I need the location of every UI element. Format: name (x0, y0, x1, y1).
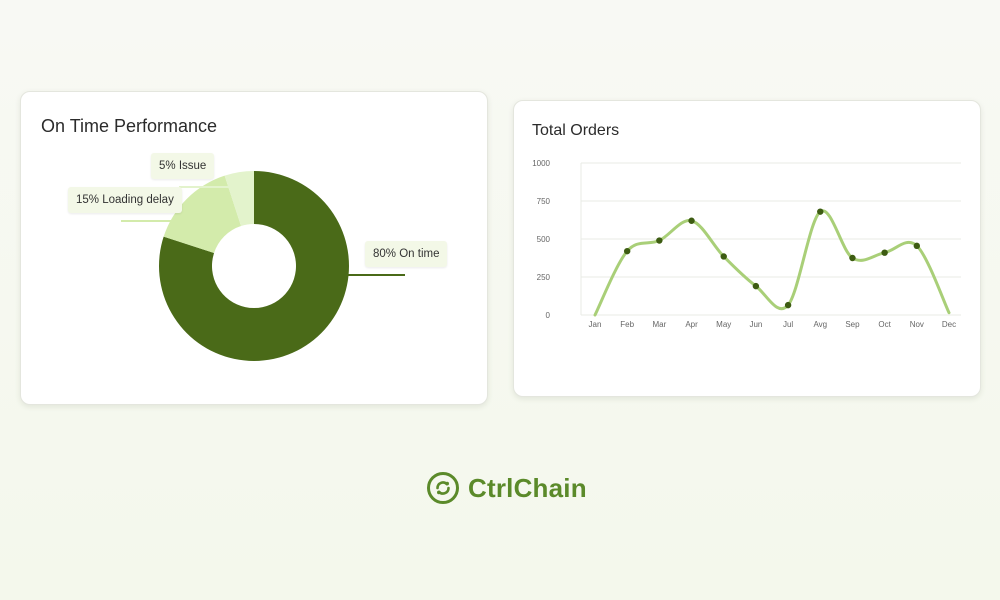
orders-data-point (688, 217, 695, 224)
orders-series-line (593, 209, 951, 317)
on-time-slice (159, 171, 349, 361)
x-tick-label: Oct (878, 320, 891, 329)
x-tick-label: Sep (845, 320, 860, 329)
on-time-donut-chart (121, 171, 405, 361)
total-orders-title: Total Orders (532, 122, 620, 139)
on-time-performance-card: On Time Performance 5% Issue 15% Loading… (20, 91, 488, 405)
on-time-callout: 80% On time (365, 241, 448, 267)
x-tick-label: Feb (620, 320, 634, 329)
orders-data-point (849, 254, 856, 262)
orders-data-point (913, 242, 921, 250)
loading-delay-slice (163, 175, 242, 254)
y-tick-label: 0 (546, 311, 551, 320)
orders-data-point (623, 247, 631, 255)
y-tick-label: 250 (537, 273, 551, 282)
chain-logo-icon (427, 472, 459, 504)
orders-data-point (656, 237, 663, 244)
x-tick-label: Jun (749, 320, 762, 329)
brand-name: CtrlChain (468, 472, 587, 503)
x-tick-label: Apr (685, 320, 698, 329)
total-orders-line-chart: 0 250 500 750 1000 Jan Feb Mar Apr May Jun Jul Avg Se… (532, 159, 961, 329)
total-orders-card: Total Orders 0 250 500 750 1000 Jan Feb Mar Apr M… (513, 100, 981, 397)
y-tick-label: 500 (537, 235, 551, 244)
x-tick-label: Nov (910, 320, 924, 329)
orders-data-point (784, 301, 792, 309)
y-tick-label: 1000 (532, 159, 550, 168)
orders-data-point (752, 282, 760, 290)
loading-delay-callout: 15% Loading delay (68, 187, 182, 213)
x-tick-label: Avg (813, 320, 827, 329)
orders-data-point (817, 208, 824, 215)
on-time-performance-title: On Time Performance (41, 116, 218, 136)
issue-callout: 5% Issue (151, 153, 215, 179)
orders-data-point (881, 249, 888, 256)
y-tick-label: 750 (537, 197, 551, 206)
x-tick-label: Jul (783, 320, 793, 329)
x-tick-label: May (716, 320, 731, 329)
x-tick-label: Dec (942, 320, 956, 329)
x-tick-label: Jan (589, 320, 602, 329)
issue-slice (224, 171, 254, 227)
orders-data-point (720, 253, 727, 260)
brand-logo: CtrlChain (426, 471, 587, 505)
x-tick-label: Mar (652, 320, 666, 329)
